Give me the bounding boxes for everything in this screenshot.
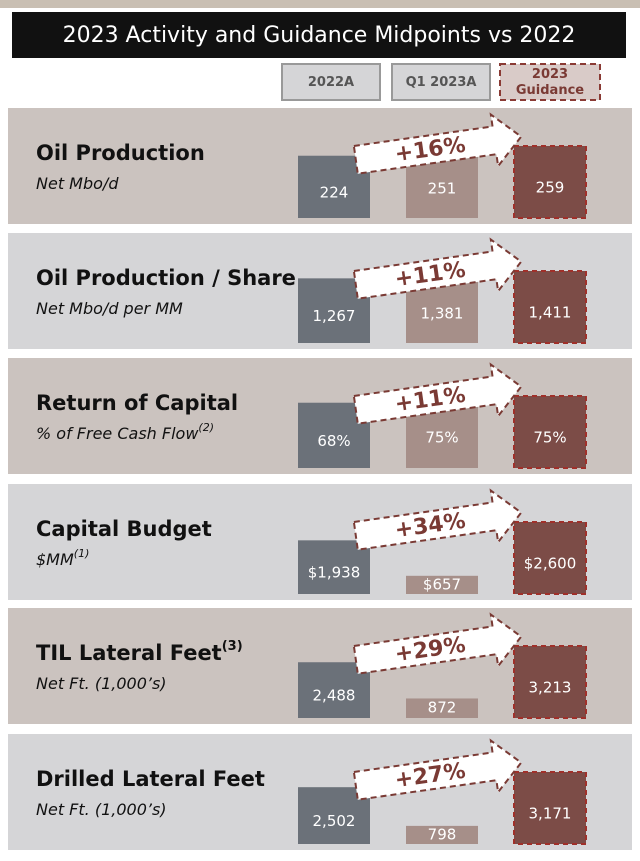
value-label: 224: [320, 183, 349, 201]
bar: [513, 270, 587, 344]
row-title-text: Drilled Lateral Feet: [36, 767, 265, 791]
arrow-shape: [352, 488, 523, 551]
value-label: 75%: [533, 429, 566, 447]
row-title: Drilled Lateral Feet: [36, 767, 265, 791]
row-subtitle-text: Net Mbo/d: [36, 174, 119, 193]
row-subtitle-text: Net Mbo/d per MM: [36, 299, 183, 318]
bar: [513, 395, 587, 469]
footnote: (1): [74, 547, 90, 560]
bar: [513, 521, 587, 595]
footnote: (2): [198, 421, 214, 434]
title: 2023 Activity and Guidance Midpoints vs …: [63, 23, 576, 48]
row-title-text: Capital Budget: [36, 517, 212, 541]
arrow-shape: [352, 237, 523, 300]
value-label: 2,488: [313, 687, 356, 705]
value-label: 68%: [317, 432, 350, 450]
legend-label: Q1 2023A: [406, 75, 477, 90]
value-label: 251: [428, 180, 457, 198]
value-label: 3,171: [529, 805, 572, 823]
value-label: 1,411: [529, 304, 572, 322]
arrow-shape: [352, 738, 523, 801]
arrow-shape: [352, 112, 523, 175]
arrow-shape: [352, 362, 523, 425]
value-label: $1,938: [308, 564, 361, 582]
row-subtitle: $MM(1): [36, 547, 89, 569]
row-subtitle: Net Mbo/d per MM: [36, 299, 183, 318]
row-title-text: Return of Capital: [36, 391, 238, 415]
legend-label: 2022A: [308, 75, 354, 90]
value-label: 798: [428, 825, 457, 843]
top-strip: [0, 0, 640, 8]
value-label: $2,600: [524, 555, 577, 573]
legend-box: [499, 63, 601, 101]
row-title: Return of Capital: [36, 391, 238, 415]
row-subtitle: Net Ft. (1,000’s): [36, 800, 167, 819]
footnote: (3): [222, 639, 243, 654]
title-box: [12, 12, 626, 58]
row-title-text: Oil Production / Share: [36, 266, 296, 290]
legend-box: [281, 63, 381, 101]
value-label: 1,381: [421, 304, 464, 322]
value-label: 1,267: [313, 307, 356, 325]
row-title: Oil Production / Share: [36, 266, 296, 290]
change-arrow: +11%: [352, 362, 523, 425]
row-title: TIL Lateral Feet(3): [36, 639, 243, 666]
bar: [513, 145, 587, 219]
bar: [513, 645, 587, 719]
row-title-text: Oil Production: [36, 141, 205, 165]
value-label: 75%: [425, 429, 458, 447]
bar: [406, 698, 478, 718]
row-subtitle-text: Net Ft. (1,000’s): [36, 800, 167, 819]
row-subtitle: Net Ft. (1,000’s): [36, 674, 167, 693]
legend-label: 2023 Guidance: [516, 67, 584, 98]
row-subtitle: % of Free Cash Flow(2): [36, 421, 214, 443]
arrow-shape: [352, 612, 523, 675]
bar: [406, 825, 478, 844]
value-label: $657: [423, 575, 461, 593]
row-subtitle-text: Net Ft. (1,000’s): [36, 674, 167, 693]
value-label: 2,502: [313, 812, 356, 830]
bar: [513, 771, 587, 845]
value-label: 259: [536, 179, 565, 197]
row-title: Oil Production: [36, 141, 205, 165]
value-label: 872: [428, 699, 457, 717]
row-subtitle-text: $MM: [36, 550, 74, 569]
row-title-text: TIL Lateral Feet: [36, 641, 222, 665]
row-title: Capital Budget: [36, 517, 212, 541]
value-label: 3,213: [529, 679, 572, 697]
legend-box: [391, 63, 491, 101]
change-arrow: +27%: [352, 738, 523, 801]
row-subtitle-text: % of Free Cash Flow: [36, 424, 199, 443]
row-subtitle: Net Mbo/d: [36, 174, 119, 193]
bar: [406, 575, 478, 594]
